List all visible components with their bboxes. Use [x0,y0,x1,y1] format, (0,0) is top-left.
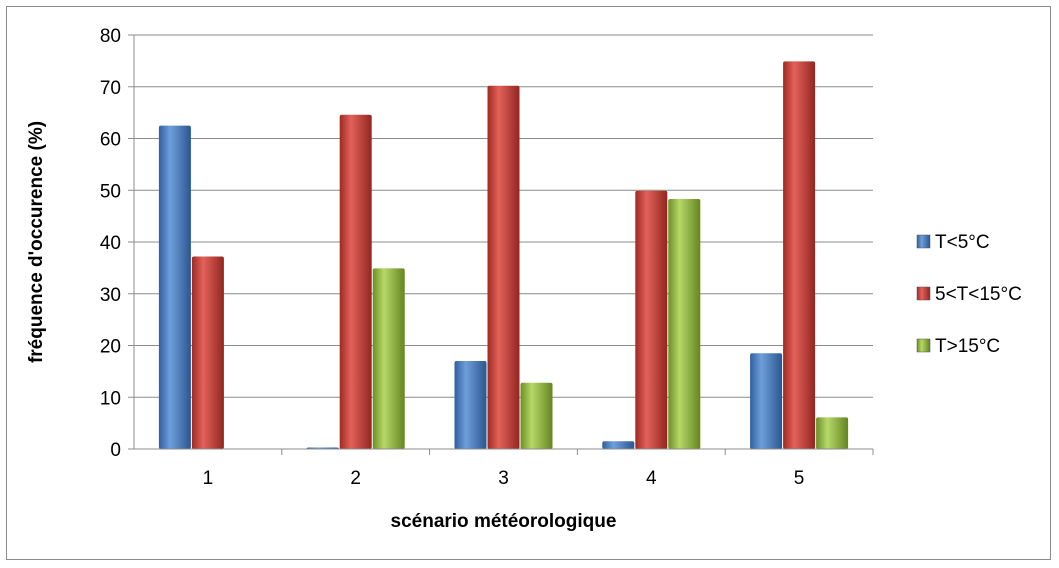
bar-3-5 [816,417,849,449]
bar-2-2 [339,114,372,449]
legend-label-1: T<5°C [935,232,990,253]
bar-1-3 [454,361,487,449]
y-tick-label: 20 [100,337,121,358]
bar-1-5 [750,353,783,449]
y-tick-label: 40 [100,233,121,254]
y-axis-title: fréquence d'occurence (%) [26,121,47,363]
x-tick-label: 5 [794,468,805,489]
bar-3-2 [372,268,405,449]
bar-1-4 [602,441,635,449]
bar-3-4 [668,199,701,449]
y-tick-label: 70 [100,78,121,99]
legend-swatch-3 [916,338,931,353]
x-tick-label: 4 [646,468,657,489]
bar-2-3 [487,85,520,449]
bar-1-1 [158,125,191,449]
y-tick-label: 80 [100,26,121,47]
y-tick-label: 10 [100,388,121,409]
y-tick-label: 0 [110,440,121,461]
x-tick-label: 3 [498,468,509,489]
y-tick-label: 60 [100,130,121,151]
legend-label-2: 5<T<15°C [935,284,1022,305]
x-tick-label: 2 [350,468,361,489]
x-tick-label: 1 [203,468,214,489]
y-tick-label: 50 [100,181,121,202]
y-tick-label: 30 [100,285,121,306]
bar-3-3 [520,382,553,449]
legend-swatch-2 [916,286,931,301]
legend-label-3: T>15°C [935,336,1000,357]
bar-2-4 [635,190,668,449]
x-axis-title: scénario météorologique [391,511,617,532]
bar-2-1 [191,256,224,449]
legend-swatch-1 [916,234,931,249]
bar-2-5 [783,61,816,450]
